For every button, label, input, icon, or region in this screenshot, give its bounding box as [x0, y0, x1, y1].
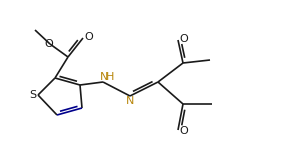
Text: O: O: [45, 39, 53, 49]
Text: N: N: [126, 96, 134, 106]
Text: O: O: [179, 34, 188, 44]
Text: H: H: [106, 72, 114, 82]
Text: O: O: [179, 126, 188, 136]
Text: N: N: [100, 72, 108, 82]
Text: O: O: [85, 32, 93, 42]
Text: S: S: [30, 90, 37, 100]
